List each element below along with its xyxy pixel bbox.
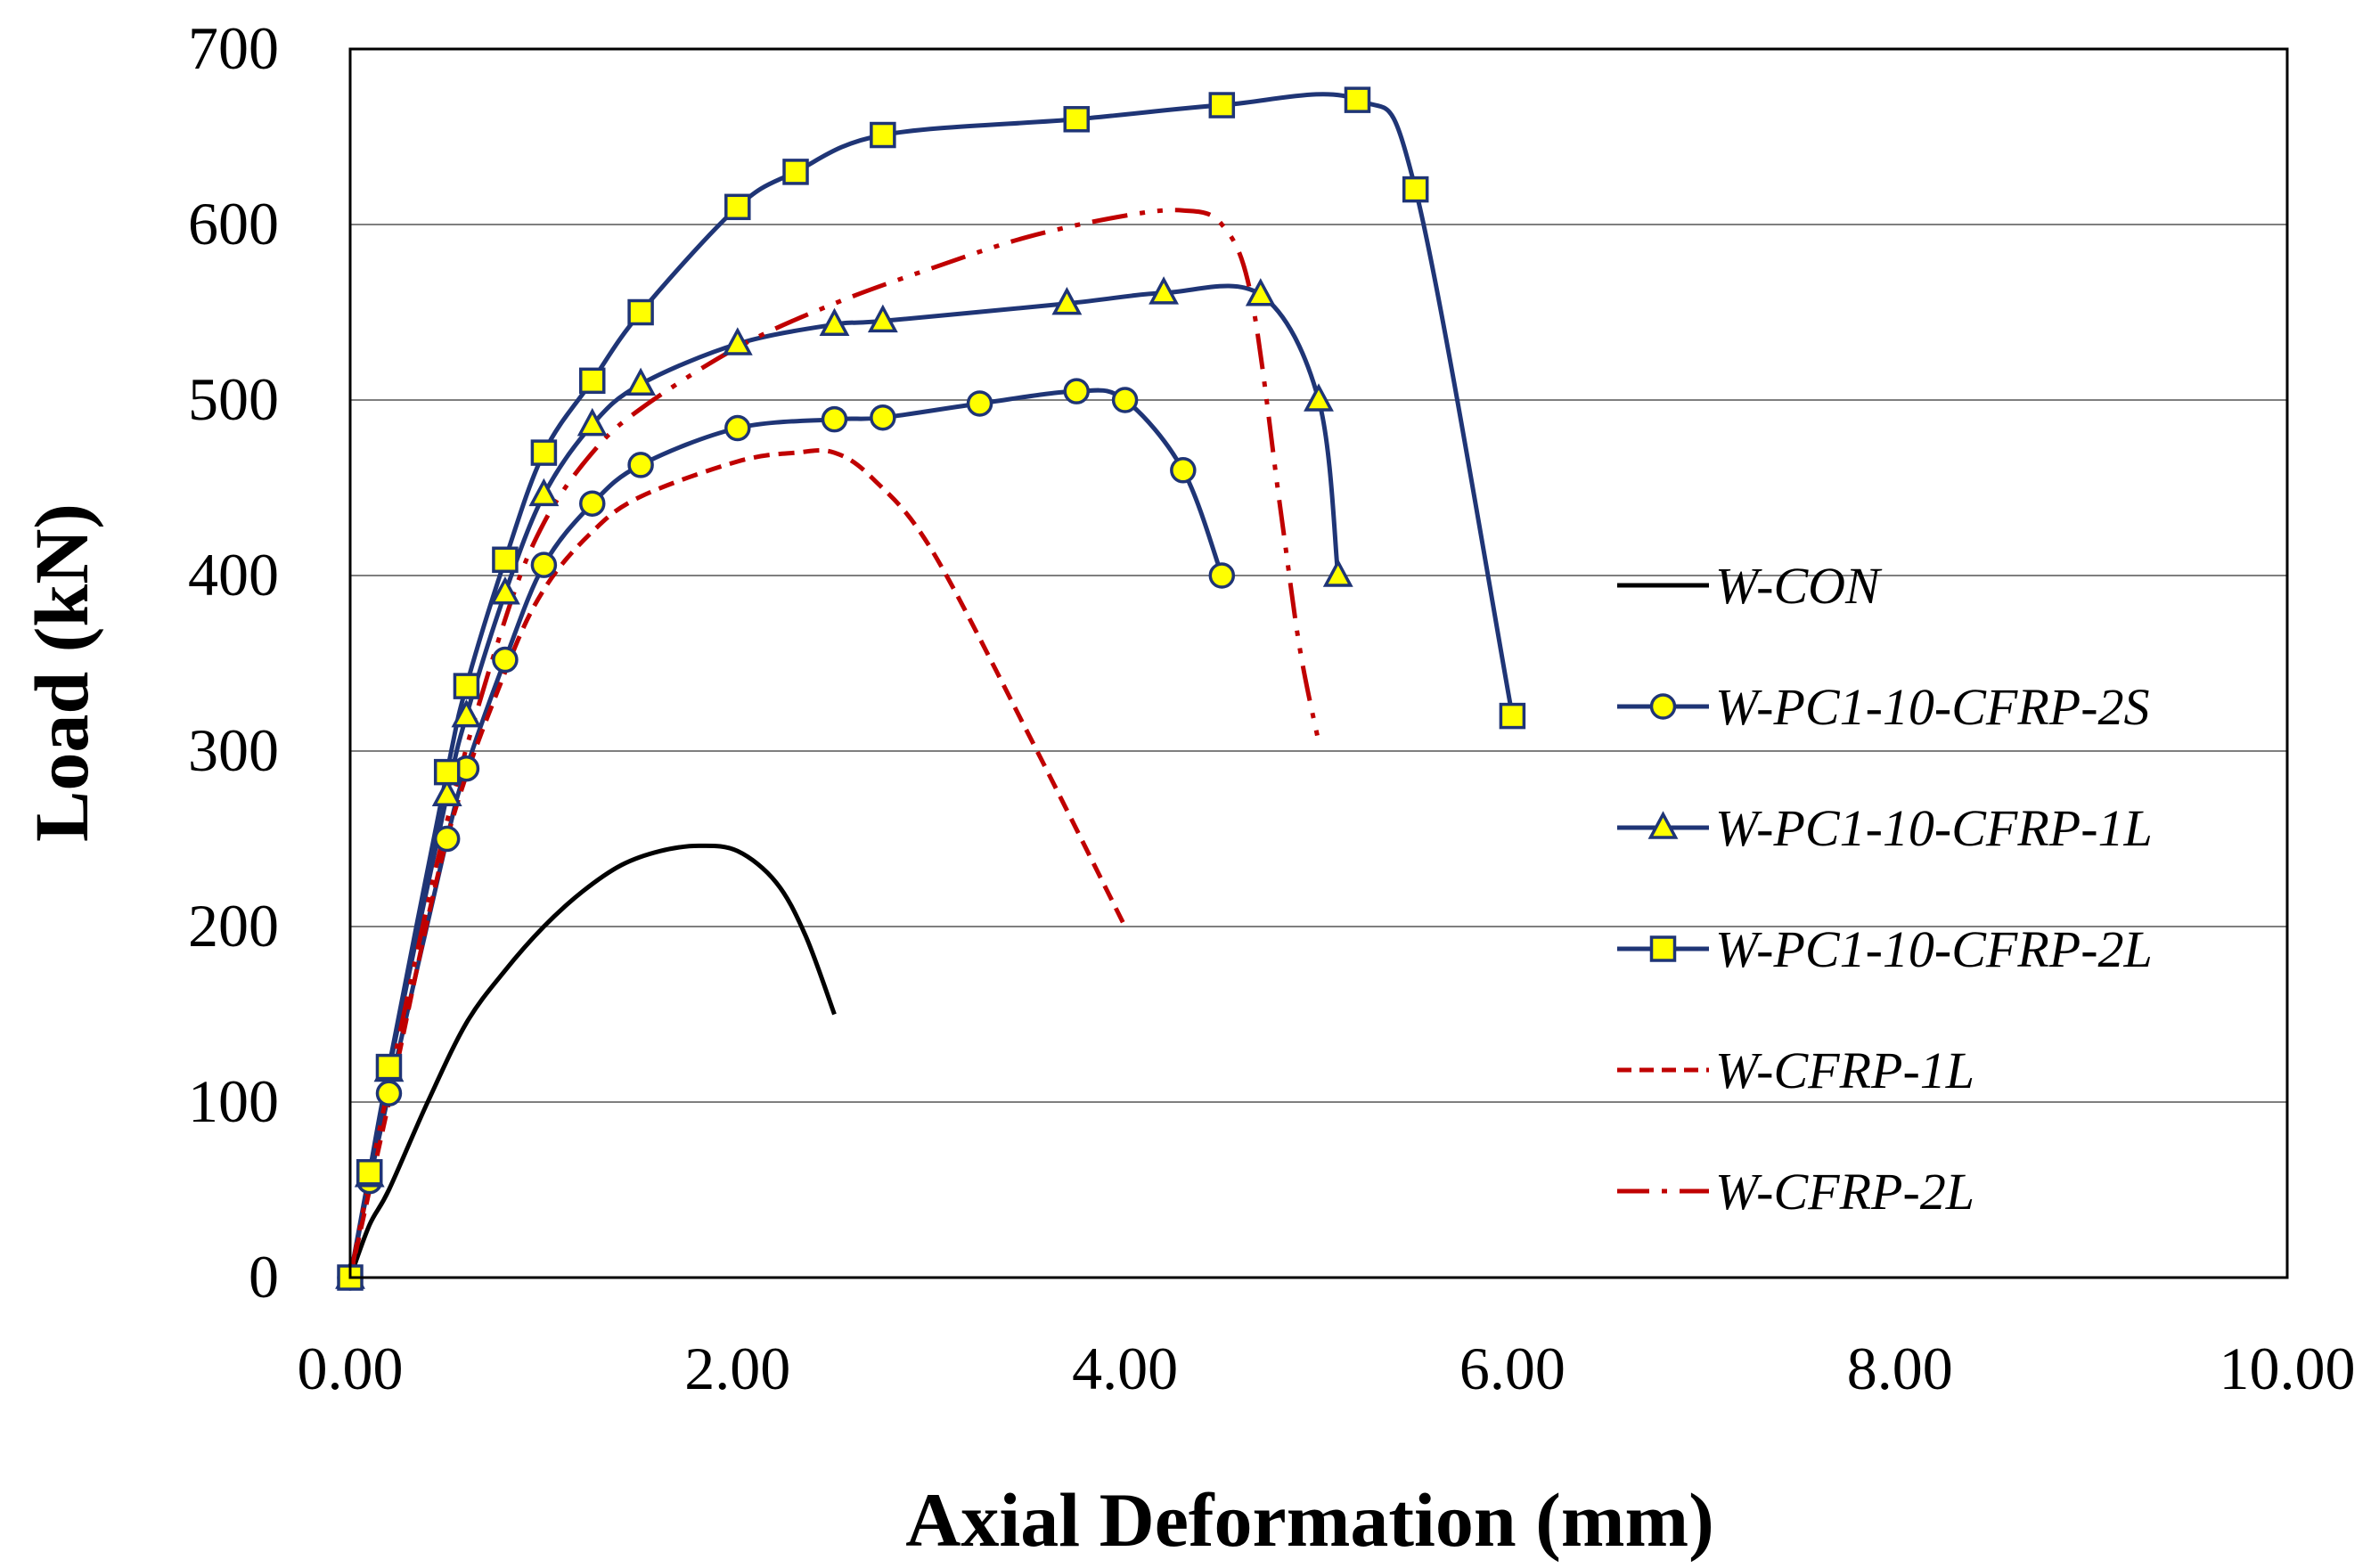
data-point-circle — [724, 414, 751, 442]
series-line-w-cfrp-1l — [347, 448, 1127, 1278]
series-line-w-cfrp-2l — [347, 208, 1321, 1278]
data-point-circle — [821, 405, 848, 433]
data-point-square — [579, 367, 606, 395]
legend: W-CON W-PC1-10-CFRP-2S W-PC1-10-CFRP-1L W-P… — [1617, 557, 2153, 1221]
data-point-square — [356, 1159, 383, 1186]
data-point-square — [724, 193, 751, 221]
data-point-circle — [870, 404, 896, 431]
x-tick-label: 10.00 — [2220, 1335, 2356, 1402]
data-point-circle — [966, 390, 993, 417]
data-point-circle — [1170, 457, 1197, 484]
series-lines — [347, 92, 1515, 1278]
data-point-triangle — [431, 778, 462, 806]
y-tick-labels: 0 100 200 300 400 500 600 700 — [188, 14, 279, 1311]
data-point-circle — [1063, 378, 1090, 404]
legend-marker-circle — [1649, 693, 1677, 720]
legend-marker-triangle — [1647, 811, 1679, 839]
x-tick-label: 0.00 — [298, 1335, 404, 1402]
data-point-square — [530, 439, 558, 466]
data-point-square — [1344, 86, 1371, 113]
x-tick-labels: 0.00 2.00 4.00 6.00 8.00 10.00 — [298, 1335, 2356, 1402]
data-point-triangle — [819, 307, 850, 337]
data-point-circle — [530, 551, 558, 578]
legend-label: W-CFRP-1L — [1715, 1041, 1974, 1099]
legend-label: W-PC1-10-CFRP-2S — [1715, 678, 2150, 736]
series-line-w-pc1-10-cfrp-1l — [347, 283, 1341, 1278]
legend-label: W-PC1-10-CFRP-1L — [1715, 799, 2153, 857]
data-point-circle — [492, 646, 519, 674]
data-point-triangle — [1051, 286, 1083, 315]
data-point-circle — [433, 825, 461, 853]
x-tick-label: 4.00 — [1072, 1335, 1178, 1402]
data-point-square — [870, 121, 896, 149]
series-markers — [335, 86, 1526, 1291]
y-tick-label: 500 — [188, 365, 279, 433]
series-line-w-pc1-10-cfrp-2s — [347, 388, 1224, 1278]
data-point-triangle — [528, 478, 560, 507]
data-point-triangle — [576, 407, 608, 437]
data-point-triangle — [867, 304, 898, 333]
y-tick-label: 100 — [188, 1067, 279, 1135]
legend-label: W-PC1-10-CFRP-2L — [1715, 920, 2153, 978]
data-point-triangle — [625, 367, 657, 396]
y-tick-label: 300 — [188, 716, 279, 784]
series-line-w-con — [347, 843, 837, 1278]
y-tick-label: 200 — [188, 892, 279, 960]
x-tick-label: 6.00 — [1459, 1335, 1566, 1402]
data-point-square — [453, 673, 480, 699]
data-point-triangle — [722, 327, 753, 355]
data-point-circle — [579, 490, 606, 517]
data-point-triangle — [1149, 276, 1180, 305]
legend-marker-square — [1649, 935, 1677, 962]
data-point-circle — [627, 452, 654, 478]
x-tick-label: 8.00 — [1847, 1335, 1953, 1402]
legend-label: W-CON — [1715, 557, 1883, 615]
y-tick-label: 600 — [188, 190, 279, 257]
data-point-square — [1208, 92, 1236, 118]
data-point-square — [492, 546, 519, 574]
y-tick-label: 700 — [188, 14, 279, 82]
legend-label: W-CFRP-2L — [1715, 1163, 1974, 1221]
data-point-circle — [375, 1080, 403, 1107]
data-point-triangle — [451, 698, 482, 728]
plot-frame — [348, 47, 2289, 1279]
data-point-circle — [1111, 387, 1139, 413]
data-point-square — [375, 1053, 403, 1081]
data-point-triangle — [1304, 383, 1334, 412]
x-axis-title: Axial Deformation (mm) — [905, 1477, 1714, 1563]
series-line-w-pc1-10-cfrp-2l — [347, 92, 1515, 1278]
y-tick-label: 400 — [188, 541, 279, 608]
data-point-square — [1499, 702, 1526, 730]
y-tick-label: 0 — [249, 1243, 279, 1311]
data-point-triangle — [1322, 559, 1353, 587]
data-point-triangle — [489, 576, 520, 605]
data-point-square — [1063, 106, 1090, 133]
x-tick-label: 2.00 — [684, 1335, 790, 1402]
data-point-square — [433, 758, 461, 786]
data-point-triangle — [1245, 278, 1276, 306]
data-point-square — [1402, 176, 1429, 203]
data-point-square — [782, 159, 809, 185]
data-point-circle — [1208, 562, 1236, 589]
y-axis-title: Load (kN) — [19, 503, 104, 842]
data-point-square — [627, 298, 654, 326]
